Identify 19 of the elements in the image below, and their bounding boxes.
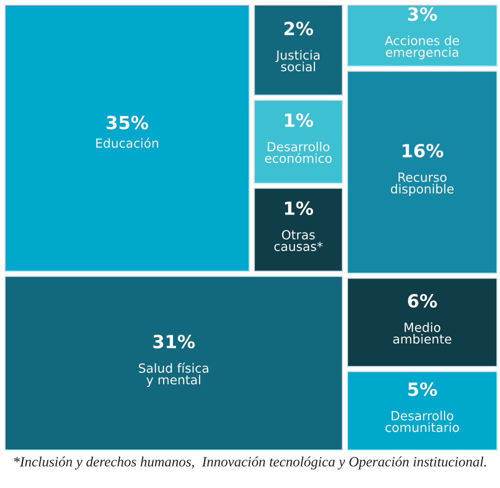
category-label: Otras causas* [274, 230, 323, 252]
data-label: 1% [285, 201, 314, 216]
category-label: Desarrollo económico [265, 142, 332, 163]
data-label: 5% [408, 382, 437, 396]
data-label: 35% [106, 116, 148, 130]
data-label: 2% [284, 22, 314, 36]
category-label: Desarrollo comunitario [385, 410, 459, 432]
data-label: 31% [153, 334, 195, 348]
category-label: Educación [96, 138, 158, 148]
category-label: Acciones de emergencia [384, 36, 460, 60]
category-label: Medio ambiente [393, 322, 452, 344]
data-label: 1% [285, 113, 314, 127]
category-label: Salud física y mental [138, 362, 208, 387]
category-label: Recurso disponible [390, 172, 454, 196]
data-label: 3% [408, 7, 437, 21]
category-label: Justicia social [275, 50, 320, 72]
text: *Inclusión y derechos humanos, Innovación tecnológica y Operación institucional. [14, 456, 486, 470]
data-label: 6% [408, 294, 437, 308]
data-label: 16% [402, 144, 444, 158]
